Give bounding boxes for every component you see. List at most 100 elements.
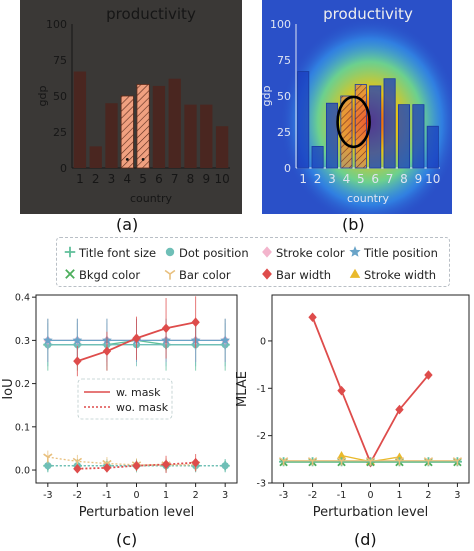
bar <box>136 84 150 169</box>
caption-c: (c) <box>116 530 138 549</box>
data-point <box>337 451 347 459</box>
bar <box>152 85 166 168</box>
x-tick-label: -3 <box>279 490 288 501</box>
x-axis-label: country <box>347 192 390 205</box>
y-tick-label: 50 <box>53 90 67 103</box>
x-tick-label: 1 <box>76 172 84 186</box>
x-tick-label: 4 <box>343 172 351 186</box>
x-tick-label: 7 <box>171 172 179 186</box>
x-tick-label: 1 <box>299 172 307 186</box>
chart-c: -3 -2 -1 0 1 2 3 0.0 0.1 0.2 0.3 0.4 Perturbation le… <box>1 293 238 520</box>
chart-a: productivity 0 25 50 75 100 gdp 1 2 3 4 5 6 7 8 9 10 coun… <box>20 0 242 214</box>
legend-marker <box>349 246 361 257</box>
data-point <box>132 333 141 344</box>
y-tick-label: -3 <box>257 479 266 490</box>
legend: Title font size Dot position Stroke color T… <box>56 237 450 287</box>
bar <box>73 71 87 168</box>
x-tick-label: 8 <box>400 172 408 186</box>
x-tick-label: 3 <box>108 172 116 186</box>
data-point <box>161 459 171 470</box>
data-point <box>161 323 171 334</box>
y-tick-label: 0.1 <box>15 422 30 433</box>
caption-a: (a) <box>116 215 139 234</box>
bar <box>120 95 134 169</box>
bar <box>200 104 213 168</box>
x-tick-label: -2 <box>308 490 317 501</box>
y-tick-label: -1 <box>257 384 266 395</box>
y-axis-label: IoU <box>1 378 16 399</box>
data-point <box>337 385 346 396</box>
legend-marker <box>262 268 272 280</box>
bar-dot <box>125 157 129 161</box>
x-tick-label: 5 <box>139 172 147 186</box>
x-tick-label: 8 <box>187 172 195 186</box>
y-tick-label: 0.0 <box>15 466 30 477</box>
x-tick-label: 2 <box>92 172 100 186</box>
bar <box>105 103 118 168</box>
x-tick-label: 10 <box>425 172 440 186</box>
data-point <box>423 457 434 466</box>
data-point <box>43 453 53 462</box>
series <box>278 457 463 466</box>
data-point <box>394 457 405 466</box>
bar <box>215 126 229 168</box>
legend-label: Dot position <box>179 246 249 260</box>
data-point <box>102 463 112 473</box>
y-tick-label: 25 <box>53 126 67 139</box>
series-line <box>311 316 430 465</box>
series <box>43 450 201 472</box>
x-tick-label: 2 <box>314 172 322 186</box>
x-tick-label: 4 <box>123 172 131 186</box>
x-tick-label: 6 <box>371 172 379 186</box>
x-tick-label: 3 <box>222 490 228 501</box>
x-tick-label: 3 <box>454 490 460 501</box>
x-axis-label: country <box>130 192 173 205</box>
x-tick-label: 7 <box>386 172 394 186</box>
bar <box>340 95 353 169</box>
x-tick-label: 2 <box>193 490 199 501</box>
bar <box>311 145 324 169</box>
data-point <box>73 356 82 366</box>
y-tick-label: 100 <box>46 18 67 31</box>
x-axis-label: Perturbation level <box>79 505 195 520</box>
legend-label: Bar width <box>276 268 331 282</box>
y-tick-label: 0 <box>60 162 67 175</box>
y-tick-label: 0 <box>260 336 266 347</box>
y-tick-label: 0 <box>284 162 291 175</box>
legend-marker <box>349 268 361 278</box>
x-tick-label: 9 <box>415 172 423 186</box>
data-point <box>308 312 317 323</box>
chart-d: -3 -2 -1 0 1 2 3 -3 -2 -1 0 Perturbation level MLAE <box>235 294 470 520</box>
data-point <box>191 457 200 468</box>
y-tick-label: 0.3 <box>15 336 30 347</box>
x-tick-label: -3 <box>43 490 52 501</box>
y-tick-label: 75 <box>53 54 67 67</box>
bar <box>397 104 411 169</box>
bar <box>369 85 382 169</box>
data-point <box>221 462 229 470</box>
x-tick-label: 5 <box>357 172 365 186</box>
y-axis-label: gdp <box>36 86 49 107</box>
data-point <box>42 335 53 345</box>
x-tick-label: -1 <box>102 490 111 501</box>
x-tick-label: 1 <box>163 490 169 501</box>
legend-marker <box>165 247 175 257</box>
x-tick-label: 9 <box>202 172 210 186</box>
x-tick-label: 6 <box>155 172 163 186</box>
bar-dot <box>141 157 145 161</box>
plot-frame <box>271 294 470 484</box>
y-tick-label: 0.2 <box>15 379 30 390</box>
x-tick-label: 0 <box>133 490 139 501</box>
legend-label: Bkgd color <box>79 268 140 282</box>
annotation-ellipse <box>336 95 371 149</box>
data-point <box>102 346 112 356</box>
bar <box>325 102 339 169</box>
series-line <box>47 456 196 466</box>
y-tick-label: 75 <box>277 54 291 67</box>
data-point <box>278 457 289 466</box>
legend-label: Title font size <box>78 246 156 260</box>
bar <box>412 104 425 169</box>
bar <box>297 71 310 169</box>
bar <box>383 78 396 169</box>
y-axis-label: MLAE <box>235 371 250 407</box>
